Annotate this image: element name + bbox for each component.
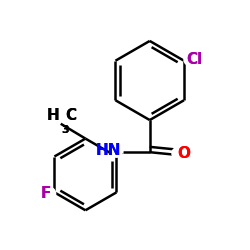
Text: F: F (40, 186, 51, 201)
Circle shape (172, 147, 184, 160)
Text: Cl: Cl (186, 52, 203, 67)
Text: Cl: Cl (186, 52, 203, 67)
Text: 3: 3 (62, 125, 69, 135)
Circle shape (110, 145, 122, 157)
Text: H: H (47, 108, 60, 122)
Circle shape (184, 53, 196, 66)
Text: 3: 3 (62, 125, 69, 135)
Text: C: C (65, 108, 76, 122)
Text: C: C (65, 108, 76, 122)
Circle shape (43, 188, 56, 200)
Text: O: O (177, 146, 190, 161)
Text: F: F (40, 186, 51, 201)
Text: H: H (47, 108, 60, 122)
Text: O: O (177, 146, 190, 161)
Text: HN: HN (96, 144, 121, 158)
Text: HN: HN (96, 144, 121, 158)
